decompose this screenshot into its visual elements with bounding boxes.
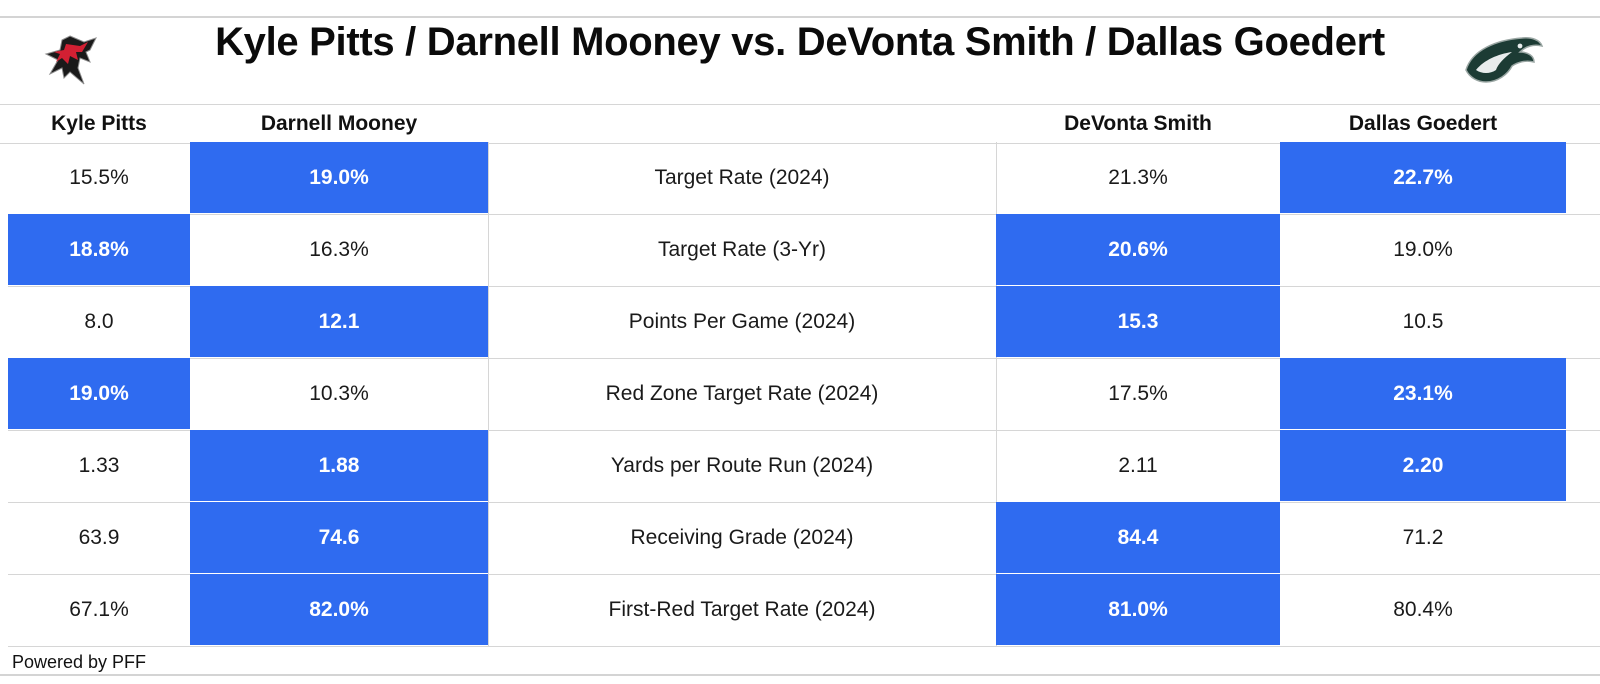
value-cell-darnell-mooney: 16.3% — [309, 238, 369, 261]
value-cell-dallas-goedert: 22.7% — [1280, 142, 1566, 213]
header-dallas-goedert: Dallas Goedert — [1348, 112, 1498, 135]
value-cell-devonta-smith: 81.0% — [996, 574, 1280, 645]
table-row: 18.8% 16.3% 20.6% 19.0% Target Rate (3-Yr) — [8, 214, 1600, 287]
value-cell-devonta-smith: 21.3% — [1108, 166, 1168, 189]
value-cell-darnell-mooney: 82.0% — [190, 574, 488, 645]
value-cell-kyle-pitts: 67.1% — [69, 598, 129, 621]
header-darnell-mooney: Darnell Mooney — [260, 112, 418, 135]
value-cell-dallas-goedert: 80.4% — [1393, 598, 1453, 621]
value-cell-devonta-smith: 84.4 — [996, 502, 1280, 573]
value-cell-kyle-pitts: 19.0% — [8, 358, 190, 429]
footer-credit: Powered by PFF — [12, 652, 147, 672]
table-header: Kyle Pitts Darnell Mooney DeVonta Smith … — [0, 104, 1600, 144]
top-border — [0, 16, 1600, 18]
column-divider — [488, 142, 489, 646]
table-row: 15.5% 19.0% 21.3% 22.7% Target Rate (2024) — [8, 142, 1600, 215]
metric-label: Points Per Game (2024) — [628, 310, 856, 333]
table-row: 1.33 1.88 2.11 2.20 Yards per Route Run (202… — [8, 430, 1600, 503]
value-cell-darnell-mooney: 19.0% — [190, 142, 488, 213]
header-kyle-pitts: Kyle Pitts — [51, 112, 147, 135]
value-cell-darnell-mooney: 10.3% — [309, 382, 369, 405]
metric-label: First-Red Target Rate (2024) — [608, 598, 876, 621]
page-title: Kyle Pitts / Darnell Mooney vs. DeVonta … — [215, 20, 1385, 64]
value-cell-darnell-mooney: 12.1 — [190, 286, 488, 357]
value-cell-kyle-pitts: 8.0 — [84, 310, 114, 333]
header-metric — [488, 105, 996, 143]
value-cell-devonta-smith: 2.11 — [1118, 454, 1158, 477]
metric-label: Receiving Grade (2024) — [630, 526, 854, 549]
eagles-logo — [1462, 30, 1546, 90]
metric-label: Target Rate (2024) — [654, 166, 830, 189]
table-row: 63.9 74.6 84.4 71.2 Receiving Grade (2024) — [8, 502, 1600, 575]
comparison-table: 15.5% 19.0% 21.3% 22.7% Target Rate (2024) 18… — [8, 142, 1600, 647]
value-cell-devonta-smith: 20.6% — [996, 214, 1280, 285]
value-cell-kyle-pitts: 15.5% — [69, 166, 129, 189]
table-row: 67.1% 82.0% 81.0% 80.4% First-Red Target Rat… — [8, 574, 1600, 647]
value-cell-dallas-goedert: 10.5 — [1402, 310, 1444, 333]
table-row: 8.0 12.1 15.3 10.5 Points Per Game (2024) — [8, 286, 1600, 359]
metric-label: Yards per Route Run (2024) — [610, 454, 874, 477]
value-cell-darnell-mooney: 1.88 — [190, 430, 488, 501]
value-cell-devonta-smith: 17.5% — [1108, 382, 1168, 405]
value-cell-kyle-pitts: 63.9 — [78, 526, 120, 549]
table-row: 19.0% 10.3% 17.5% 23.1% Red Zone Target Rate… — [8, 358, 1600, 431]
value-cell-devonta-smith: 15.3 — [996, 286, 1280, 357]
falcons-logo — [40, 32, 100, 88]
value-cell-dallas-goedert: 2.20 — [1280, 430, 1566, 501]
value-cell-darnell-mooney: 74.6 — [190, 502, 488, 573]
value-cell-dallas-goedert: 19.0% — [1393, 238, 1453, 261]
column-divider — [996, 142, 997, 646]
value-cell-dallas-goedert: 23.1% — [1280, 358, 1566, 429]
header-devonta-smith: DeVonta Smith — [1064, 112, 1212, 135]
metric-label: Red Zone Target Rate (2024) — [605, 382, 879, 405]
bottom-border — [0, 674, 1600, 676]
value-cell-dallas-goedert: 71.2 — [1402, 526, 1444, 549]
metric-label: Target Rate (3-Yr) — [657, 238, 827, 261]
value-cell-kyle-pitts: 1.33 — [78, 454, 120, 477]
value-cell-kyle-pitts: 18.8% — [8, 214, 190, 285]
